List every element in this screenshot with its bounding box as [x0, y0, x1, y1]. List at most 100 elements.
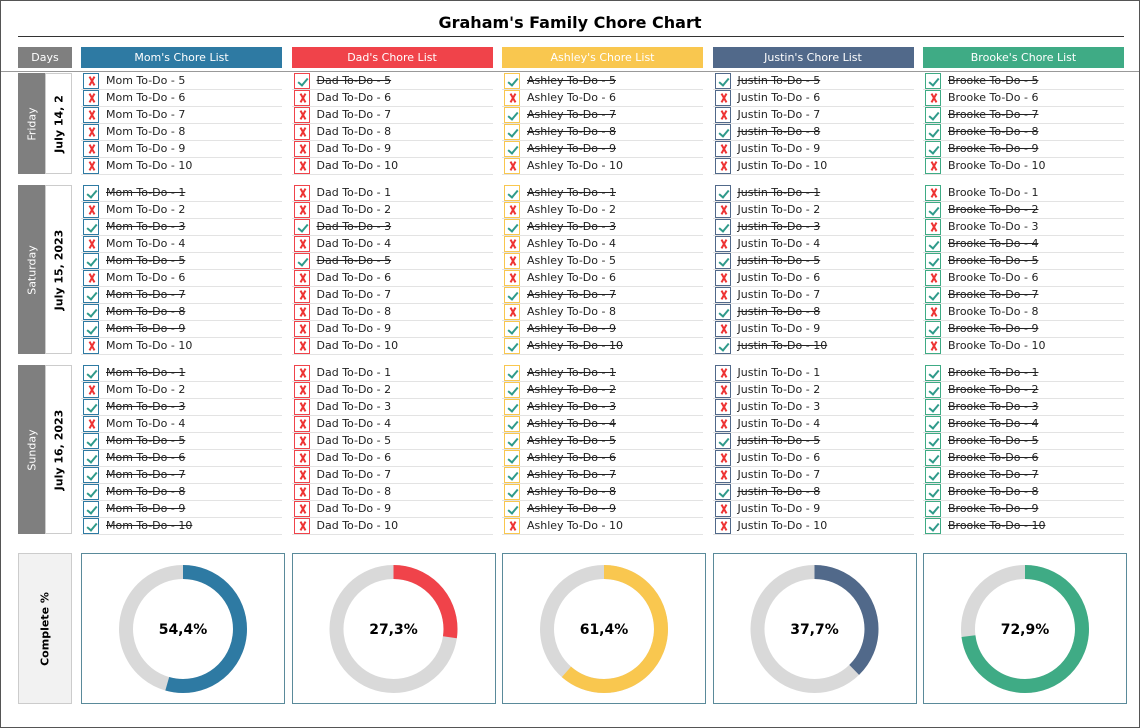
- task-row: Mom To-Do - 4: [81, 416, 282, 434]
- day-date: July 14, 2: [52, 94, 65, 153]
- donut-label: 37,7%: [790, 622, 839, 638]
- task-text: Brooke To-Do - 9: [948, 501, 1039, 515]
- task-row: Brooke To-Do - 1: [923, 365, 1124, 383]
- task-text: Brooke To-Do - 5: [948, 254, 1039, 267]
- task-row: Dad To-Do - 1: [291, 185, 493, 203]
- task-row: Dad To-Do - 8: [291, 303, 493, 321]
- task-text: Brooke To-Do - 10: [948, 158, 1046, 172]
- checkbox: [504, 517, 520, 534]
- task-row: Brooke To-Do - 8: [923, 123, 1124, 141]
- task-text: Mom To-Do - 1: [106, 186, 186, 200]
- check-icon: [86, 289, 98, 301]
- task-row: Justin To-Do - 4: [712, 416, 914, 434]
- checkbox: [925, 500, 941, 517]
- task-text: Mom To-Do - 5: [106, 254, 186, 267]
- task-text: Ashley To-Do - 3: [527, 400, 616, 414]
- task-text: Mom To-Do - 7: [106, 107, 186, 121]
- task-text: Ashley To-Do - 4: [527, 237, 616, 251]
- checkbox: [714, 269, 731, 286]
- checkbox: [925, 337, 941, 354]
- checkbox: [83, 416, 99, 433]
- task-row: Ashley To-Do - 8: [502, 483, 703, 501]
- checkbox: [504, 500, 520, 517]
- day-date-box: July 16, 2023: [45, 365, 72, 535]
- task-text: Justin To-Do - 4: [737, 417, 821, 431]
- checkbox: [925, 303, 941, 320]
- checkbox: [714, 365, 731, 382]
- task-row: Dad To-Do - 9: [291, 140, 493, 158]
- task-row: Justin To-Do - 7: [712, 466, 914, 484]
- task-row: Dad To-Do - 5: [291, 73, 493, 90]
- task-text: Justin To-Do - 6: [737, 270, 821, 284]
- check-icon: [507, 221, 519, 233]
- task-row: Brooke To-Do - 10: [923, 517, 1124, 535]
- checkbox: [925, 466, 941, 483]
- check-icon: [507, 435, 519, 447]
- task-text: Mom To-Do - 10: [106, 338, 193, 352]
- task-row: Brooke To-Do - 7: [923, 286, 1124, 304]
- check-icon: [928, 519, 940, 532]
- checkbox: [504, 416, 520, 433]
- check-icon: [928, 435, 940, 447]
- task-row: Ashley To-Do - 4: [502, 416, 703, 434]
- check-icon: [928, 142, 940, 155]
- task-text: Mom To-Do - 9: [106, 141, 186, 155]
- checkbox: [293, 286, 310, 303]
- task-text: Dad To-Do - 5: [316, 254, 392, 267]
- check-icon: [507, 109, 519, 121]
- check-icon: [86, 187, 98, 200]
- checkbox: [83, 449, 99, 466]
- checkbox: [293, 320, 310, 337]
- task-text: Ashley To-Do - 2: [527, 203, 616, 217]
- check-icon: [86, 435, 98, 447]
- check-icon: [717, 305, 730, 318]
- task-text: Dad To-Do - 7: [316, 287, 392, 301]
- checkbox: [293, 123, 310, 140]
- task-row: Justin To-Do - 10: [712, 157, 914, 175]
- task-row: Mom To-Do - 7: [81, 106, 282, 124]
- task-row: Mom To-Do - 2: [81, 202, 282, 220]
- task-row: Mom To-Do - 6: [81, 89, 282, 107]
- checkbox: [504, 140, 520, 157]
- check-icon: [928, 452, 940, 464]
- check-icon: [86, 502, 98, 515]
- check-icon: [507, 452, 519, 464]
- check-icon: [296, 255, 309, 267]
- check-icon: [296, 75, 309, 87]
- day-name: Friday: [25, 107, 38, 141]
- donut-label: 54,4%: [159, 622, 208, 638]
- task-text: Mom To-Do - 5: [106, 74, 186, 87]
- checkbox: [293, 269, 310, 286]
- donut-arc: [961, 565, 1089, 693]
- task-row: Ashley To-Do - 9: [502, 500, 703, 518]
- task-text: Justin To-Do - 5: [737, 434, 821, 447]
- task-row: Dad To-Do - 7: [291, 286, 493, 304]
- checkbox: [83, 123, 99, 140]
- task-text: Mom To-Do - 8: [106, 124, 186, 138]
- checkbox: [83, 236, 99, 253]
- check-icon: [507, 401, 519, 413]
- task-row: Dad To-Do - 10: [291, 337, 493, 355]
- task-row: Brooke To-Do - 5: [923, 73, 1124, 90]
- checkbox: [925, 253, 941, 269]
- checkbox: [83, 382, 99, 399]
- task-row: Justin To-Do - 8: [712, 483, 914, 501]
- task-row: Brooke To-Do - 3: [923, 219, 1124, 237]
- task-row: Dad To-Do - 6: [291, 449, 493, 467]
- checkbox: [293, 382, 310, 399]
- task-row: Dad To-Do - 3: [291, 219, 493, 237]
- day-name: Saturday: [25, 245, 38, 295]
- task-text: Mom To-Do - 8: [106, 484, 186, 498]
- task-row: Dad To-Do - 8: [291, 483, 493, 501]
- task-row: Justin To-Do - 9: [712, 320, 914, 338]
- donut-arc: [329, 565, 458, 693]
- task-text: Ashley To-Do - 7: [527, 287, 616, 301]
- checkbox: [83, 500, 99, 517]
- task-text: Ashley To-Do - 9: [527, 321, 616, 335]
- task-text: Mom To-Do - 5: [106, 434, 186, 447]
- task-row: Justin To-Do - 1: [712, 185, 914, 203]
- day-name-box: Saturday: [18, 185, 45, 355]
- check-icon: [717, 485, 730, 498]
- task-row: Mom To-Do - 8: [81, 483, 282, 501]
- task-text: Ashley To-Do - 9: [527, 501, 616, 515]
